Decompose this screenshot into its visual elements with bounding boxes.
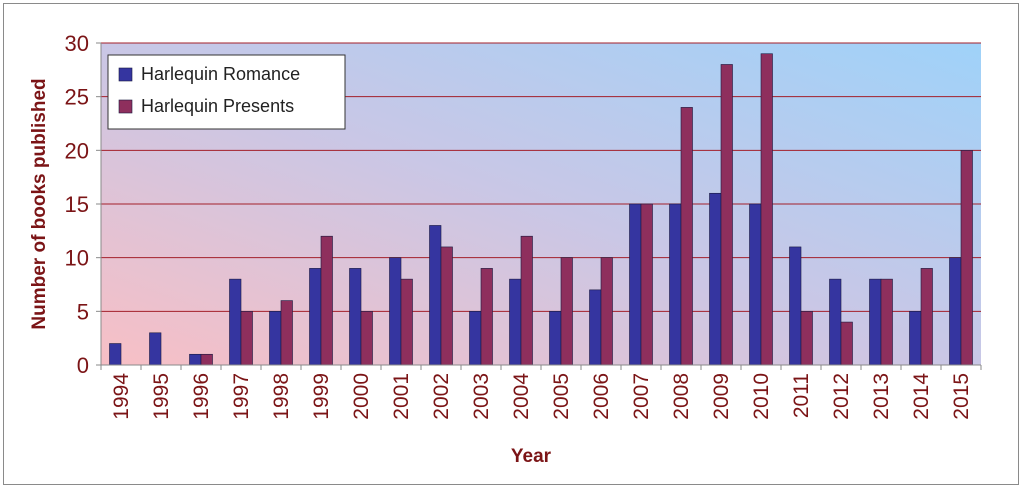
legend-label-harlequin-romance: Harlequin Romance: [141, 64, 300, 84]
x-tick-label: 2006: [590, 373, 613, 420]
x-axis-title: Year: [511, 446, 552, 467]
x-tick-label: 2008: [670, 373, 693, 420]
bar-presents-2013: [880, 278, 893, 366]
y-tick-label: 25: [65, 85, 89, 110]
x-tick-label: 1997: [230, 373, 253, 420]
y-tick-label: 10: [65, 246, 89, 271]
legend-box: [107, 54, 346, 130]
y-tick-label: 5: [77, 299, 89, 324]
bar-presents-2004: [520, 235, 533, 366]
bar-romance-2002: [429, 225, 442, 366]
bar-romance-2003: [469, 311, 482, 366]
x-tick-label: 2010: [750, 373, 773, 420]
x-tick-label: 2011: [790, 373, 813, 418]
bar-presents-2008: [680, 107, 693, 366]
bars: [109, 53, 973, 366]
bar-presents-2003: [480, 268, 493, 366]
x-tick-label: 2014: [910, 373, 933, 420]
x-tick-label: 2002: [430, 373, 453, 420]
bar-presents-1998: [280, 300, 293, 366]
bar-presents-2006: [600, 257, 613, 366]
axes: [96, 42, 982, 370]
x-tick-label: 2009: [710, 373, 733, 420]
legend: Harlequin Romance Harlequin Presents: [107, 54, 346, 130]
bar-romance-2005: [549, 311, 562, 366]
y-axis-title: Number of books published: [29, 78, 50, 329]
bar-romance-2015: [949, 257, 962, 366]
bar-romance-2001: [389, 257, 402, 366]
bar-romance-2006: [589, 289, 602, 366]
bar-romance-2004: [509, 278, 522, 366]
x-tick-label: 2013: [870, 373, 893, 420]
bar-romance-2010: [749, 203, 762, 366]
x-tick-label: 2015: [950, 373, 973, 420]
bar-romance-1999: [309, 268, 322, 366]
bar-romance-2000: [349, 268, 362, 366]
bar-romance-1994: [109, 343, 122, 366]
bar-presents-1996: [200, 353, 213, 366]
bar-romance-2014: [909, 311, 922, 366]
x-tick-label: 1995: [150, 373, 173, 420]
x-tick-label: 1998: [270, 373, 293, 420]
y-tick-labels: 0 5 10 15 20 25 30: [65, 31, 89, 378]
x-tick-label: 1999: [310, 373, 333, 420]
legend-swatch-harlequin-presents: [118, 99, 133, 114]
bar-romance-1997: [229, 278, 242, 366]
bar-romance-2011: [789, 246, 802, 366]
x-tick-label: 2001: [390, 373, 413, 420]
y-tick-label: 15: [65, 192, 89, 217]
bar-presents-2014: [920, 268, 933, 366]
x-tick-labels: 1994 1995 1996 1997 1998 1999 2000 2001 2002 2003…: [110, 373, 973, 420]
bar-romance-2007: [629, 203, 642, 366]
bar-presents-1997: [240, 311, 253, 366]
bar-romance-1998: [269, 311, 282, 366]
bar-presents-2000: [360, 311, 373, 366]
x-tick-label: 2012: [830, 373, 853, 420]
bar-romance-2013: [869, 278, 882, 366]
x-tick-label: 1996: [190, 373, 213, 420]
bar-presents-2010: [760, 53, 773, 366]
bar-presents-2001: [400, 278, 413, 366]
x-tick-label: 2007: [630, 373, 653, 420]
bar-presents-2009: [720, 64, 733, 366]
bar-presents-1999: [320, 235, 333, 366]
x-tick-label: 2004: [510, 373, 533, 420]
bar-presents-2002: [440, 246, 453, 366]
bar-romance-1995: [149, 332, 162, 366]
y-tick-label: 30: [65, 31, 89, 56]
legend-swatch-harlequin-romance: [118, 67, 133, 82]
bar-presents-2005: [560, 257, 573, 366]
legend-label-harlequin-presents: Harlequin Presents: [141, 96, 294, 116]
x-tick-label: 2003: [470, 373, 493, 420]
x-tick-label: 2000: [350, 373, 373, 420]
bar-presents-2015: [960, 150, 973, 366]
bar-presents-2007: [640, 203, 653, 366]
bar-romance-2008: [669, 203, 682, 366]
bar-romance-1996: [189, 353, 202, 366]
bar-romance-2012: [829, 278, 842, 366]
chart-frame: 0 5 10 15 20 25 30 1994 1995 1996 1997 1998 1999 200…: [3, 3, 1019, 485]
y-tick-label: 0: [77, 353, 89, 378]
bar-romance-2009: [709, 192, 722, 366]
x-tick-label: 1994: [110, 373, 133, 420]
y-tick-label: 20: [65, 138, 89, 163]
bar-chart: 0 5 10 15 20 25 30 1994 1995 1996 1997 1998 1999 200…: [29, 31, 982, 467]
x-tick-label: 2005: [550, 373, 573, 420]
bar-presents-2011: [800, 311, 813, 366]
bar-presents-2012: [840, 321, 853, 366]
